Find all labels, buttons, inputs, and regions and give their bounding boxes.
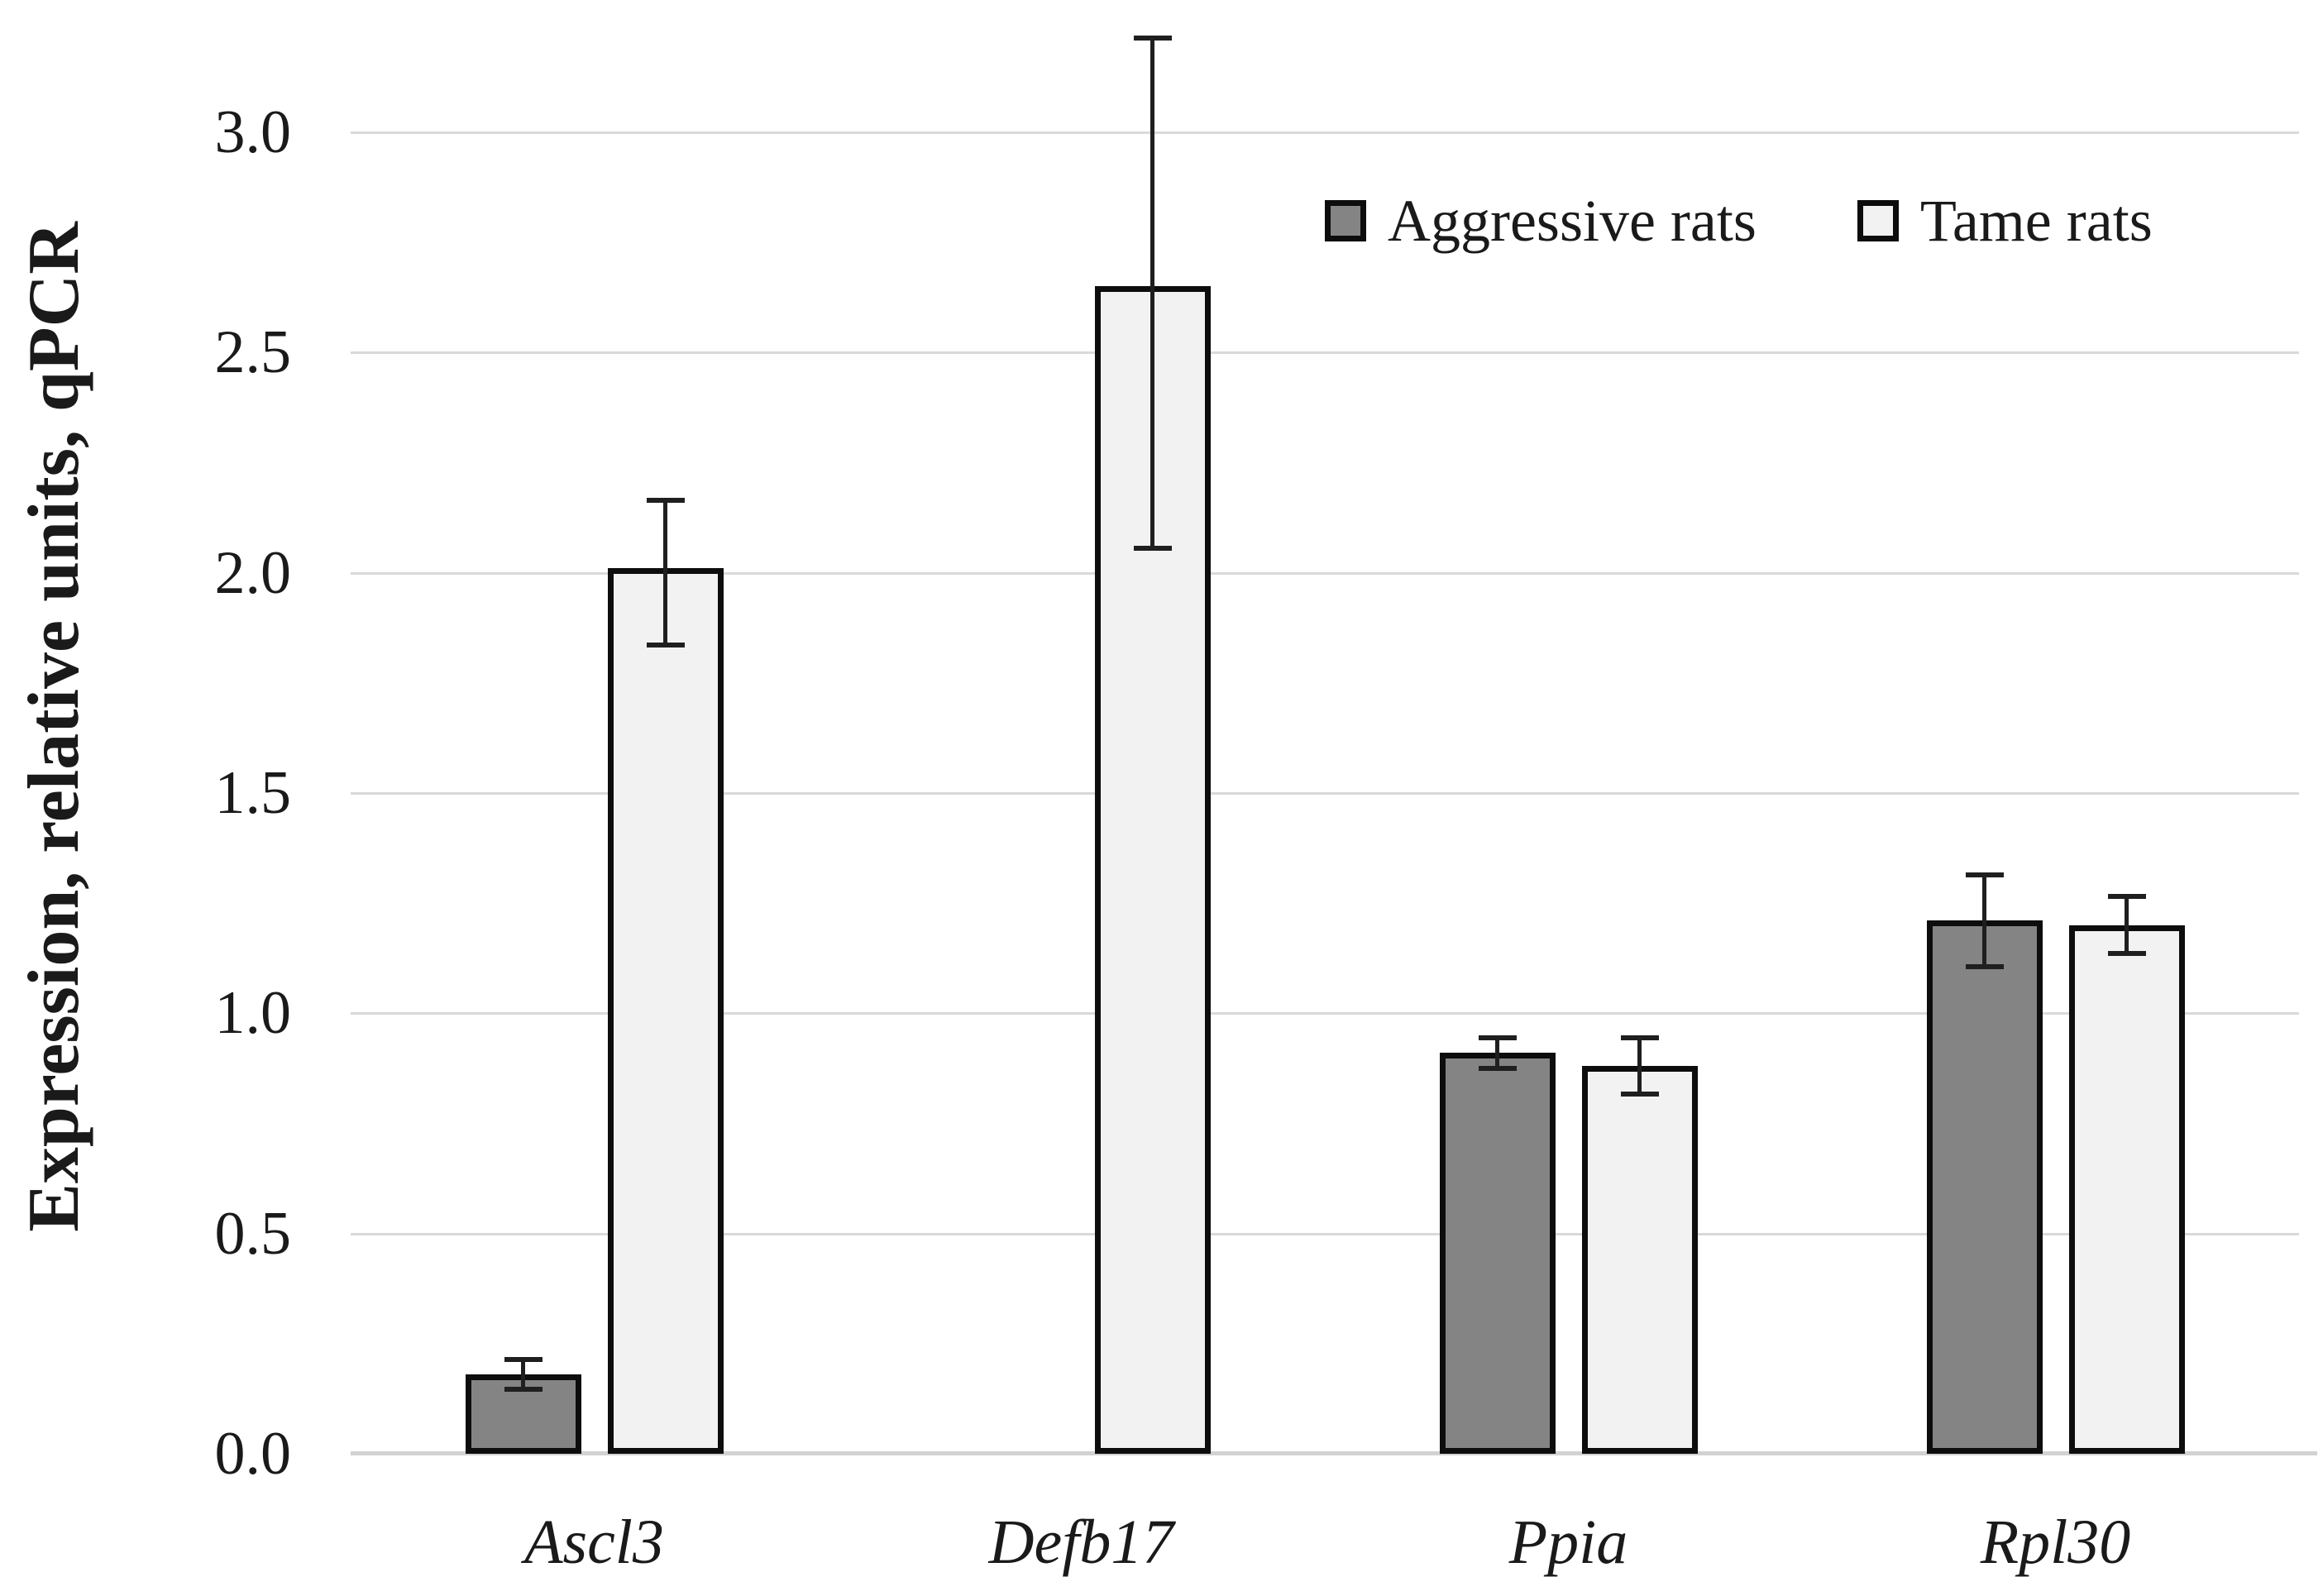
error-cap-bottom: [1478, 1065, 1517, 1071]
y-tick-label-1.0: 1.0: [214, 979, 292, 1048]
gridline-y-2.5: [351, 351, 2299, 355]
y-tick-label-1.5: 1.5: [214, 758, 292, 827]
error-bar-ascl3-tame: [663, 497, 667, 648]
error-bar-ascl3-aggressive: [521, 1356, 525, 1393]
error-bar-defb17-tame: [1150, 35, 1154, 551]
error-cap-bottom: [504, 1387, 543, 1393]
error-bar-rpl30-aggressive: [1982, 872, 1986, 969]
error-cap-top: [1478, 1035, 1517, 1040]
error-cap-top: [1620, 1035, 1659, 1040]
category-label-rpl30: Rpl30: [1980, 1508, 2131, 1577]
bar-defb17-tame: [1094, 286, 1211, 1454]
gridline-y-1.5: [351, 791, 2299, 795]
category-label-ppia: Ppia: [1508, 1508, 1628, 1577]
gridline-y-0.5: [351, 1232, 2299, 1235]
error-bar-ppia-tame: [1637, 1035, 1642, 1097]
gridline-y-1.0: [351, 1012, 2299, 1015]
legend: Aggressive rats Tame rats: [1325, 184, 2153, 258]
legend-label-aggressive: Aggressive rats: [1388, 188, 1757, 254]
bar-rpl30-aggressive: [1926, 920, 2043, 1454]
error-cap-top: [504, 1356, 543, 1362]
legend-swatch-aggressive-icon: [1325, 200, 1366, 241]
error-bar-rpl30-tame: [2125, 894, 2129, 956]
error-cap-top: [2107, 894, 2146, 900]
category-label-ascl3: Ascl3: [524, 1508, 664, 1577]
legend-swatch-tame-icon: [1857, 200, 1899, 241]
error-cap-top: [1965, 872, 2004, 877]
y-tick-label-0.5: 0.5: [214, 1199, 292, 1268]
error-bar-ppia-aggressive: [1495, 1035, 1499, 1071]
error-cap-bottom: [1620, 1092, 1659, 1097]
x-axis-line: [351, 1451, 2317, 1455]
error-cap-top: [646, 497, 685, 503]
bar-ppia-aggressive: [1439, 1053, 1556, 1454]
error-cap-bottom: [1965, 964, 2004, 969]
error-cap-bottom: [1133, 545, 1172, 551]
bar-ascl3-tame: [607, 568, 724, 1454]
y-tick-label-0.0: 0.0: [214, 1420, 292, 1488]
gridline-y-3.0: [351, 131, 2299, 134]
y-tick-label-2.0: 2.0: [214, 538, 292, 607]
y-tick-label-3.0: 3.0: [214, 98, 292, 166]
category-label-defb17: Defb17: [988, 1508, 1174, 1577]
gridline-y-2.0: [351, 571, 2299, 575]
error-cap-bottom: [2107, 951, 2146, 957]
plot-area: [351, 0, 2317, 1455]
error-cap-top: [1133, 35, 1172, 41]
legend-label-tame: Tame rats: [1919, 188, 2153, 254]
bar-rpl30-tame: [2068, 925, 2185, 1454]
bar-ppia-tame: [1581, 1066, 1698, 1454]
error-cap-bottom: [646, 643, 685, 648]
y-tick-label-2.5: 2.5: [214, 318, 292, 387]
